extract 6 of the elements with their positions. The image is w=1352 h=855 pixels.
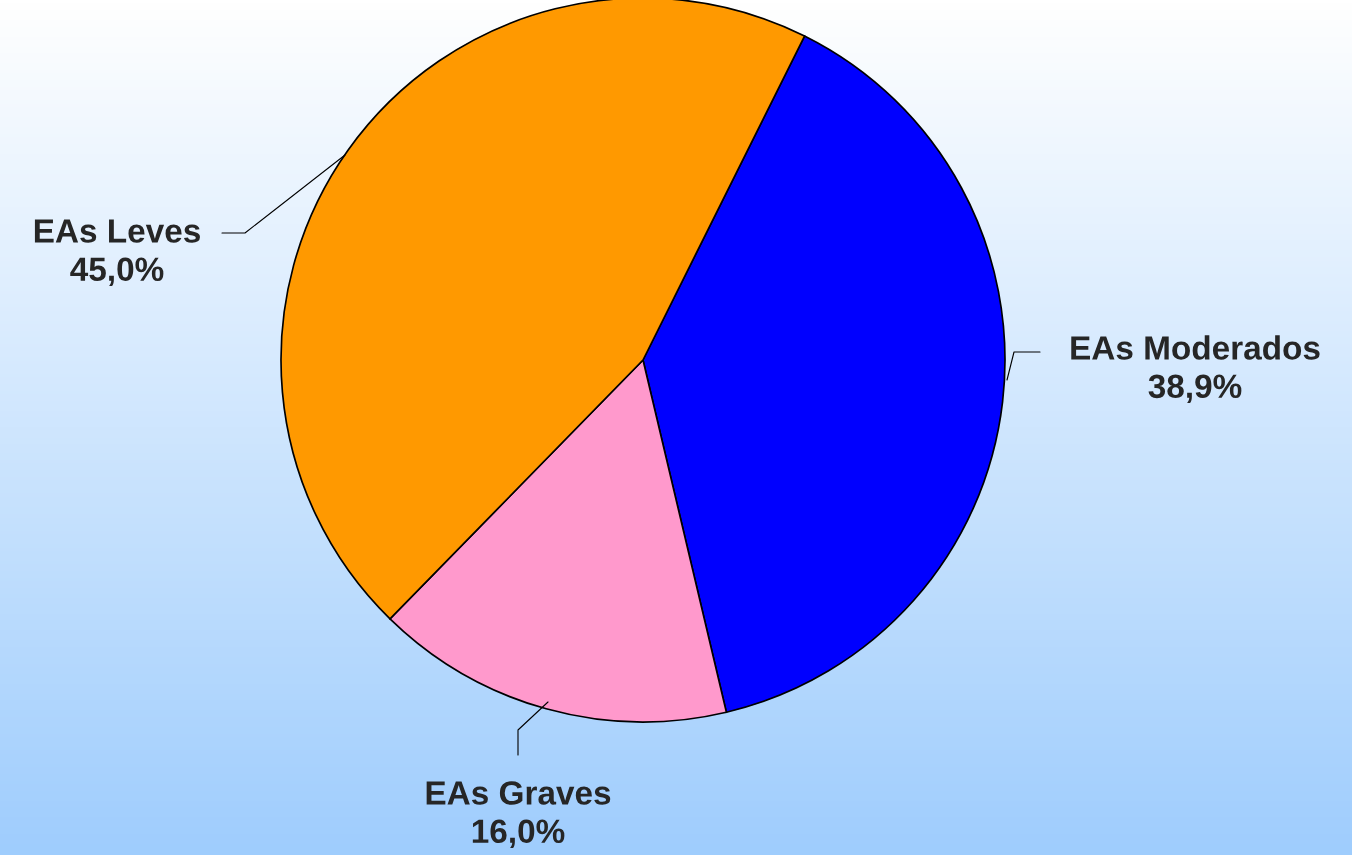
slice-label: EAs Leves <box>34 219 200 243</box>
slice-label: EAs Graves <box>426 781 611 805</box>
data-label: 45,0% <box>70 257 164 286</box>
data-label: 16,0% <box>472 819 565 848</box>
slice-label: EAs Moderados <box>1071 335 1320 360</box>
data-label: 38,9% <box>1148 374 1242 403</box>
